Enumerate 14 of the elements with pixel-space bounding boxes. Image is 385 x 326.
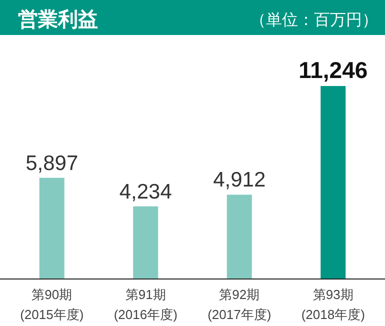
bar [226, 194, 252, 279]
x-tick-label: 第90期 (2015年度) [20, 287, 84, 322]
data-label: 11,246 [298, 57, 368, 83]
data-label: 4,234 [119, 180, 172, 204]
bar [39, 178, 64, 279]
bar [133, 206, 158, 279]
x-tick-label: 第92期 (2017年度) [208, 287, 272, 322]
chart-title: 営業利益 [18, 8, 98, 31]
data-label: 4,912 [213, 168, 266, 192]
chart-subtitle: （単位：百万円） [250, 12, 378, 29]
bar [320, 86, 346, 279]
data-label: 5,897 [26, 152, 78, 175]
x-tick-label: 第91期 (2016年度) [114, 287, 178, 322]
x-tick-label: 第93期 (2018年度) [301, 287, 365, 322]
